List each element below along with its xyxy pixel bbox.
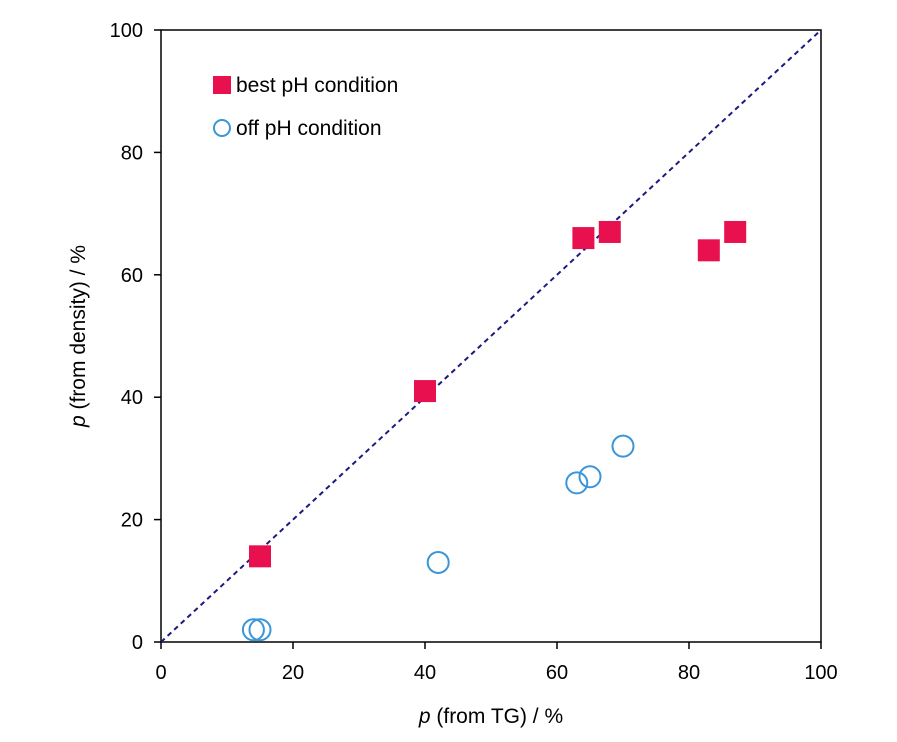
x-tick-label: 20 xyxy=(282,662,304,684)
y-tick-label: 80 xyxy=(121,142,143,164)
x-tick-label: 80 xyxy=(678,662,700,684)
y-tick-label: 60 xyxy=(121,265,143,287)
x-tick-label: 60 xyxy=(546,662,568,684)
data-point-best-ph xyxy=(572,227,595,250)
reference-line xyxy=(160,29,822,643)
data-point-best-ph xyxy=(414,380,436,403)
data-point-off-ph xyxy=(565,471,589,495)
legend-label-off-ph: off pH condition xyxy=(236,117,382,140)
data-point-best-ph xyxy=(249,545,271,568)
y-tick-label: 0 xyxy=(132,632,143,654)
data-point-off-ph xyxy=(241,618,265,642)
x-tick-label: 0 xyxy=(155,662,166,684)
data-points xyxy=(241,220,747,642)
y-axis-title: p (from density) / % xyxy=(67,245,90,428)
y-tick-label: 20 xyxy=(121,510,143,532)
x-axis-ticks: 0 20 40 60 80 100 xyxy=(155,642,838,684)
x-tick-label: 40 xyxy=(414,662,436,684)
data-point-best-ph xyxy=(697,239,720,262)
legend: best pH condition off pH condition xyxy=(213,74,398,140)
x-axis-title: p (from TG) / % xyxy=(418,705,563,728)
legend-marker-square xyxy=(213,76,231,94)
data-point-off-ph xyxy=(578,465,602,489)
data-point-off-ph xyxy=(611,434,635,458)
data-point-best-ph xyxy=(598,220,621,243)
plot-frame xyxy=(160,29,822,643)
x-tick-label: 100 xyxy=(804,662,837,684)
legend-label-best-ph: best pH condition xyxy=(236,74,398,97)
data-point-best-ph xyxy=(724,220,747,243)
y-tick-label: 40 xyxy=(121,387,143,409)
data-point-off-ph xyxy=(426,550,450,574)
y-tick-label: 100 xyxy=(110,20,143,42)
legend-marker-circle xyxy=(213,119,231,137)
legend-swatch-best-ph xyxy=(213,76,231,94)
legend-swatch-off-ph xyxy=(213,119,231,137)
y-axis-ticks: 0 20 40 60 80 100 xyxy=(110,20,161,654)
data-point-off-ph xyxy=(248,618,272,642)
